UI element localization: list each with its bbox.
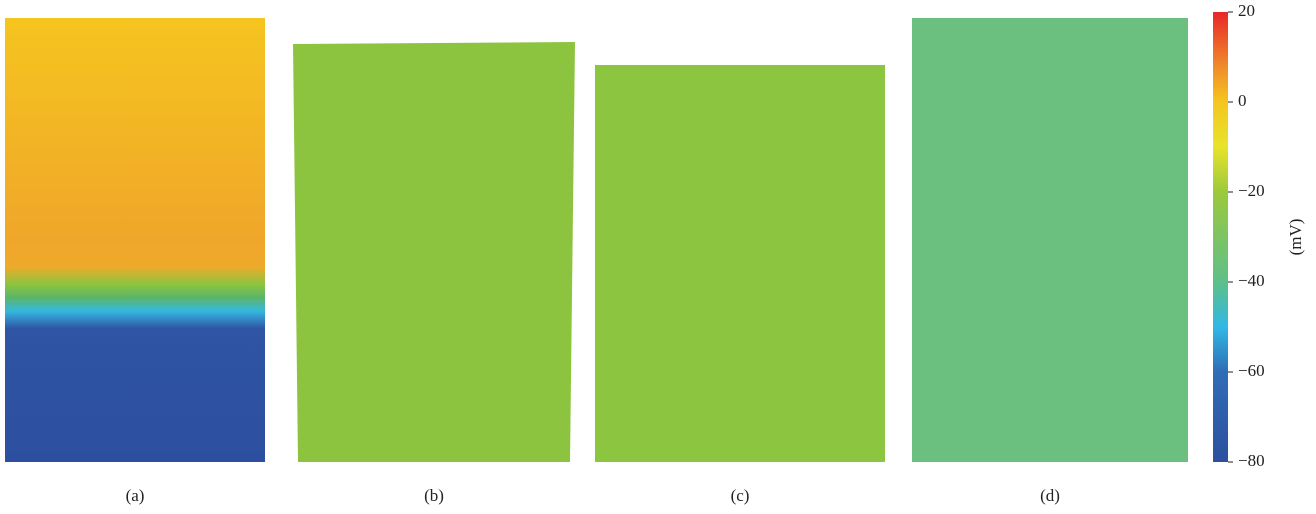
colorbar-tick-label: 20 [1238, 1, 1255, 20]
panel-d [912, 18, 1188, 462]
colorbar-tick-label: −60 [1238, 361, 1265, 380]
colorbar-tick-label: −20 [1238, 181, 1265, 200]
colorbar-tick-label: 0 [1238, 91, 1247, 110]
colorbar-tick-label: −40 [1238, 271, 1265, 290]
colorbar [1213, 12, 1228, 462]
panel-label: (b) [424, 486, 444, 505]
panel-b [293, 42, 575, 462]
panel-label: (d) [1040, 486, 1060, 505]
colorbar-label: (mV) [1286, 219, 1305, 256]
colorbar-tick-label: −80 [1238, 451, 1265, 470]
panel-label: (a) [126, 486, 145, 505]
panel-a [5, 18, 265, 462]
panel-c [595, 65, 885, 462]
panel-label: (c) [731, 486, 750, 505]
